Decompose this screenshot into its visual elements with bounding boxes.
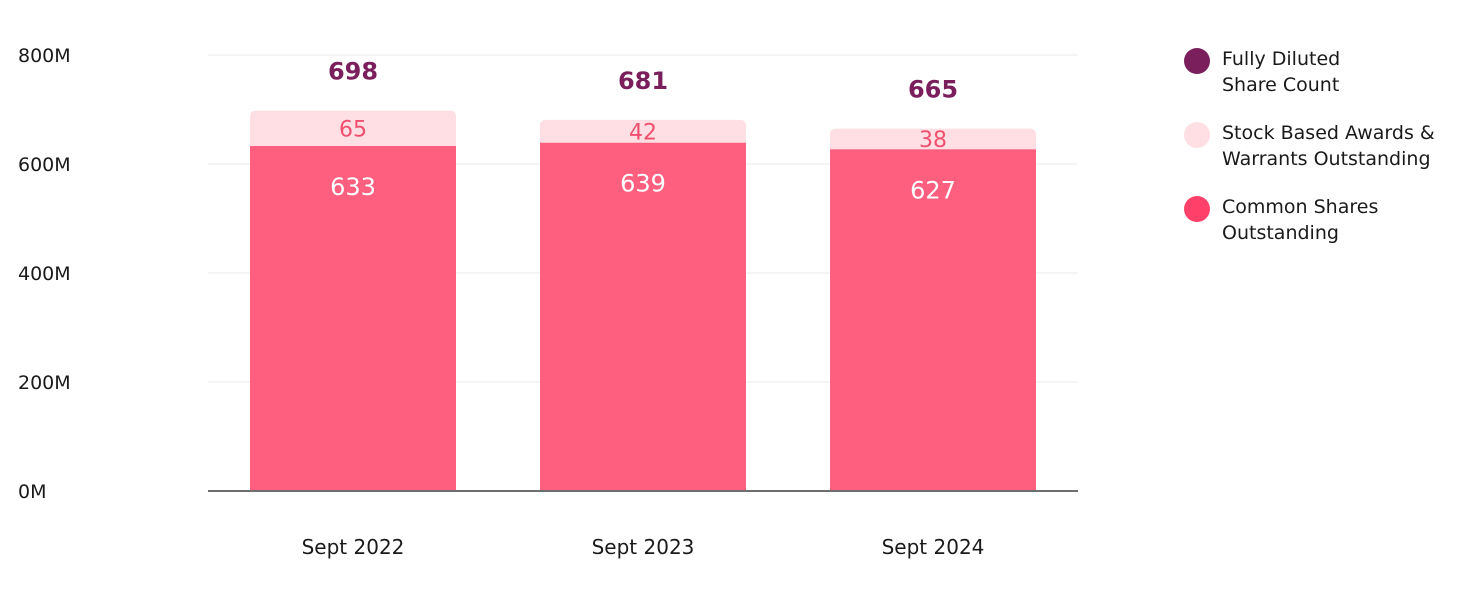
chart-legend: Fully Diluted Share Count Stock Based Aw… bbox=[1182, 46, 1472, 268]
bar-segment-common-shares bbox=[540, 142, 746, 491]
data-label-common-shares: 633 bbox=[330, 173, 376, 201]
y-tick-label: 0M bbox=[18, 481, 46, 503]
y-tick-label: 600M bbox=[18, 154, 71, 176]
bar-segment-common-shares bbox=[250, 146, 456, 491]
bar-segment-stock-awards bbox=[540, 119, 746, 143]
legend-item-common-shares: Common Shares Outstanding bbox=[1182, 194, 1472, 246]
legend-item-fully-diluted: Fully Diluted Share Count bbox=[1182, 46, 1472, 98]
legend-label-fully-diluted: Fully Diluted Share Count bbox=[1222, 48, 1341, 96]
legend-swatch-stock-awards bbox=[1184, 122, 1210, 148]
x-tick-label: Sept 2022 bbox=[302, 535, 405, 559]
bar-segment-stock-awards bbox=[830, 128, 1036, 150]
data-label-stock-awards: 38 bbox=[919, 128, 947, 153]
legend-swatch-common-shares bbox=[1184, 196, 1210, 222]
bar-segment-common-shares bbox=[830, 149, 1036, 491]
x-tick-label: Sept 2024 bbox=[882, 535, 985, 559]
data-label-stock-awards: 65 bbox=[339, 117, 367, 142]
y-tick-label: 400M bbox=[18, 263, 71, 285]
data-label-fully-diluted: 665 bbox=[908, 76, 958, 104]
bar-segment-stock-awards bbox=[250, 110, 456, 147]
data-label-stock-awards: 42 bbox=[629, 120, 657, 145]
data-label-fully-diluted: 698 bbox=[328, 58, 378, 86]
legend-swatch-fully-diluted bbox=[1184, 48, 1210, 74]
x-tick-label: Sept 2023 bbox=[592, 535, 695, 559]
legend-label-common-shares: Common Shares Outstanding bbox=[1222, 196, 1379, 244]
y-tick-label: 200M bbox=[18, 372, 71, 394]
legend-item-stock-awards: Stock Based Awards & Warrants Outstandin… bbox=[1182, 120, 1472, 172]
data-label-fully-diluted: 681 bbox=[618, 67, 668, 95]
legend-label-stock-awards: Stock Based Awards & Warrants Outstandin… bbox=[1222, 122, 1435, 170]
y-tick-label: 800M bbox=[18, 45, 71, 67]
data-label-common-shares: 627 bbox=[910, 176, 956, 204]
data-label-common-shares: 639 bbox=[620, 170, 666, 198]
